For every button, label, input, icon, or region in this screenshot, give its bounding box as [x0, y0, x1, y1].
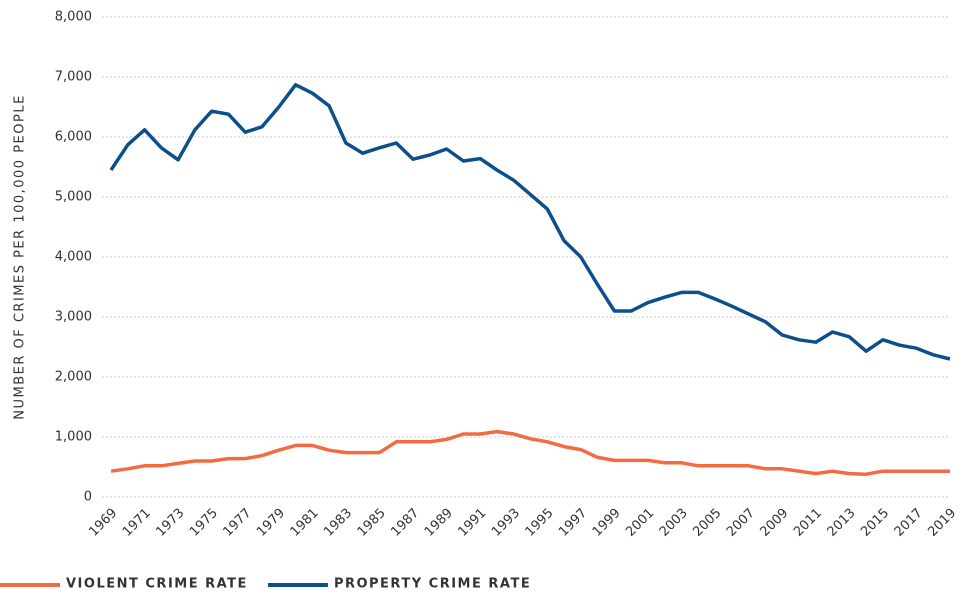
x-tick-label: 1979: [254, 506, 288, 540]
y-tick-label: 5,000: [55, 190, 92, 205]
x-tick-label: 2007: [724, 506, 758, 540]
x-tick-label: 2003: [657, 506, 691, 540]
x-tick-label: 2017: [892, 506, 926, 540]
x-tick-label: 2013: [825, 506, 859, 540]
x-tick-label: 1989: [422, 506, 456, 540]
x-tick-label: 2001: [623, 506, 657, 540]
x-tick-label: 1977: [221, 506, 255, 540]
y-tick-label: 1,000: [55, 430, 92, 445]
y-tick-label: 0: [84, 490, 92, 505]
y-tick-label: 6,000: [55, 130, 92, 145]
legend-label: VIOLENT CRIME RATE: [66, 577, 248, 592]
x-tick-label: 1993: [489, 506, 523, 540]
legend-label: PROPERTY CRIME RATE: [334, 577, 531, 592]
series-line: [110, 429, 950, 476]
y-tick-label: 4,000: [55, 250, 92, 265]
x-tick-label: 2011: [791, 506, 825, 540]
x-tick-label: 1973: [153, 506, 187, 540]
y-tick-label: 2,000: [55, 370, 92, 385]
x-tick-label: 2015: [858, 506, 892, 540]
y-tick-label: 3,000: [55, 310, 92, 325]
x-tick-label: 1981: [288, 506, 322, 540]
y-tick-label: 7,000: [55, 70, 92, 85]
x-tick-label: 1985: [355, 506, 389, 540]
x-tick-label: 2019: [925, 506, 959, 540]
x-tick-label: 1995: [523, 506, 557, 540]
series-line: [109, 83, 951, 361]
x-tick-label: 1975: [187, 506, 221, 540]
x-tick-label: 1991: [455, 506, 489, 540]
x-tick-label: 2005: [690, 506, 724, 540]
x-tick-label: 2009: [757, 506, 791, 540]
x-tick-label: 1987: [388, 506, 422, 540]
x-tick-label: 1971: [120, 506, 154, 540]
x-tick-label: 1999: [590, 506, 624, 540]
y-tick-label: 8,000: [55, 10, 92, 25]
y-axis-label: NUMBER OF CRIMES PER 100,000 PEOPLE: [13, 94, 28, 420]
x-tick-label: 1997: [556, 506, 590, 540]
x-tick-label: 1983: [321, 506, 355, 540]
x-tick-label: 1969: [86, 506, 120, 540]
